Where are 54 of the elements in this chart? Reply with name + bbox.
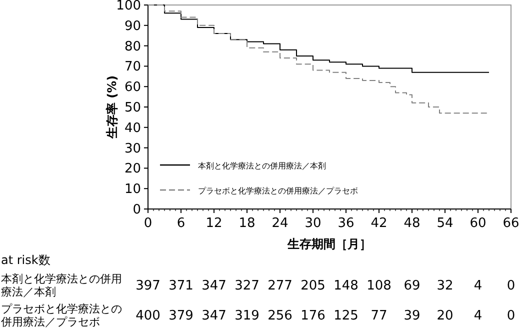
y-axis-title: 生存率 (%) (105, 75, 119, 140)
text: 148 (334, 278, 358, 294)
x-tick-label: 30 (304, 216, 322, 231)
text: 32 (436, 278, 454, 294)
x-tick-label: 36 (338, 216, 354, 231)
text: 69 (404, 278, 420, 294)
text: 0 (506, 278, 516, 294)
text: 371 (168, 278, 194, 294)
text: 4 (474, 308, 482, 324)
legend-label: プラセボと化学療法との併用療法／プラセボ (198, 186, 358, 196)
text: 108 (366, 278, 392, 294)
x-axis-title: 生存期間［月］ (286, 237, 372, 251)
x-tick-label: 60 (470, 216, 486, 231)
text: 327 (234, 278, 260, 294)
x-tick-label: 48 (404, 216, 420, 231)
x-tick-label: 0 (144, 216, 152, 231)
y-tick-label: 0 (132, 202, 141, 218)
text: 347 (202, 308, 226, 324)
text: 205 (300, 278, 326, 294)
text: 176 (300, 308, 326, 324)
x-tick-label: 54 (436, 216, 454, 231)
text: 0 (506, 308, 516, 324)
y-tick-label: 50 (124, 100, 141, 116)
y-tick-label: 70 (124, 60, 141, 75)
y-tick-label: 80 (124, 39, 141, 54)
y-tick-label: 60 (124, 80, 141, 96)
x-tick-label: 6 (176, 216, 186, 231)
y-tick-label: 100 (116, 0, 141, 14)
text: 277 (268, 278, 292, 294)
text: プラセボと化学療法との併用療法／プラセボ (1, 302, 122, 328)
legend-label: 本剤と化学療法との併用療法／本剤 (198, 162, 326, 170)
x-tick-label: 12 (206, 216, 222, 231)
x-tick-label: 66 (502, 216, 520, 231)
y-tick-label: 40 (124, 120, 141, 136)
text: 400 (136, 308, 160, 324)
text: 379 (168, 308, 194, 324)
x-tick-label: 24 (272, 216, 288, 231)
text: 39 (404, 308, 420, 324)
text: 125 (334, 308, 358, 324)
text: 256 (268, 308, 292, 324)
y-tick-label: 90 (124, 18, 141, 34)
text: 20 (436, 308, 454, 324)
text: 4 (474, 278, 482, 294)
text: 397 (136, 278, 160, 294)
text: 本剤と化学療法との併用療法／本剤 (1, 272, 122, 298)
x-tick-label: 42 (370, 216, 388, 231)
text: 77 (370, 308, 388, 324)
text: at risk数 (1, 253, 50, 267)
y-tick-label: 10 (124, 182, 141, 198)
x-tick-label: 18 (238, 216, 256, 231)
text: 347 (202, 278, 226, 294)
y-tick-label: 30 (124, 141, 141, 156)
y-tick-label: 20 (124, 162, 141, 177)
text: 319 (234, 308, 260, 324)
